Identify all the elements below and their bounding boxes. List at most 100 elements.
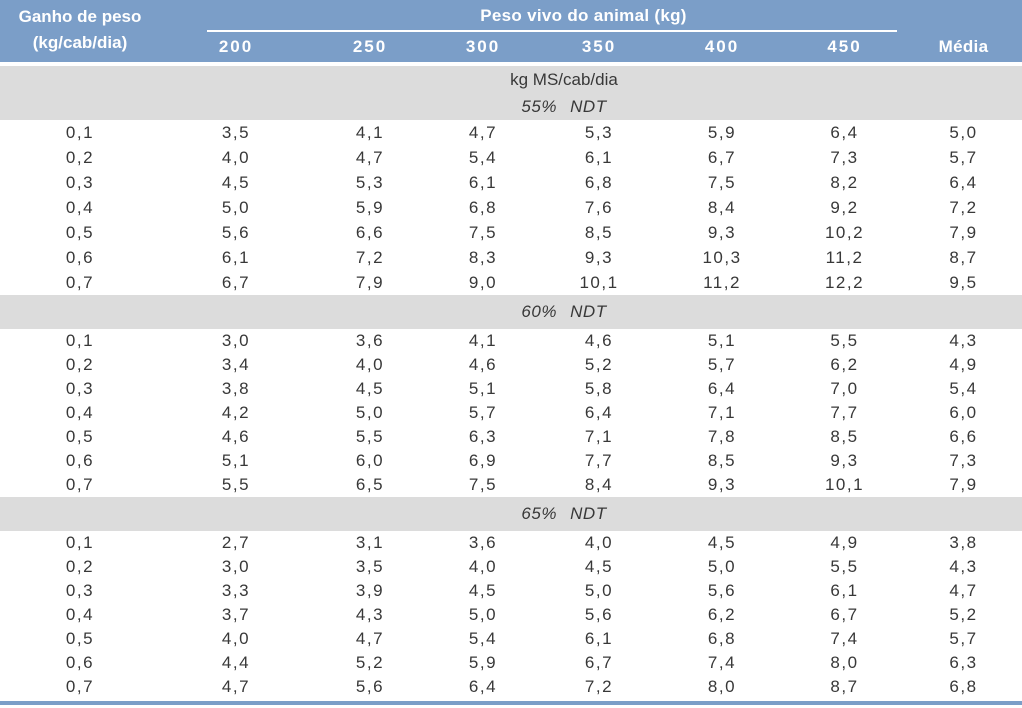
- value-cell: 5,2: [584, 355, 614, 374]
- value-cell: 8,7: [830, 677, 859, 696]
- table-row: 0,6 4,4 5,2 5,9 6,7 7,4 8,0 6,3: [0, 651, 1022, 675]
- media-value-cell: 4,9: [949, 355, 978, 374]
- value-cell: 7,6: [584, 197, 614, 217]
- value-cell: 8,5: [830, 427, 859, 446]
- gain-cell: 0,7: [65, 677, 95, 696]
- bottom-rule: [0, 701, 1022, 705]
- table-row: 0,1 3,0 3,6 4,1 4,6 5,1 5,5 4,3: [0, 329, 1022, 353]
- unit-band: kg MS/cab/dia 55% NDT: [0, 66, 1022, 120]
- value-cell: 5,8: [584, 379, 614, 398]
- column-header-250: 250: [352, 37, 388, 56]
- value-cell: 3,3: [221, 581, 251, 600]
- gain-cell: 0,7: [65, 272, 95, 292]
- value-cell: 4,5: [468, 581, 498, 600]
- table-row: 0,3 3,3 3,9 4,5 5,0 5,6 6,1 4,7: [0, 579, 1022, 603]
- table-row: 0,5 5,6 6,6 7,5 8,5 9,3 10,2 7,9: [0, 220, 1022, 245]
- row-group-header: Ganho de peso (kg/cab/dia): [0, 0, 160, 62]
- value-cell: 4,7: [355, 629, 385, 648]
- table-row: 0,4 4,2 5,0 5,7 6,4 7,1 7,7 6,0: [0, 401, 1022, 425]
- value-cell: 5,3: [355, 172, 385, 192]
- value-cell: 6,1: [830, 581, 859, 600]
- header-underline: [207, 30, 897, 32]
- value-cell: 9,3: [830, 451, 859, 470]
- value-cell: 5,6: [221, 222, 251, 242]
- value-cell: 3,8: [221, 379, 251, 398]
- value-cell: 7,5: [707, 172, 737, 192]
- value-cell: 11,2: [703, 272, 741, 292]
- value-cell: 11,2: [825, 247, 864, 267]
- value-cell: 9,2: [830, 197, 859, 217]
- value-cell: 9,3: [707, 222, 737, 242]
- value-cell: 10,3: [702, 247, 742, 267]
- value-cell: 6,1: [584, 147, 614, 167]
- value-cell: 10,1: [579, 272, 619, 292]
- value-cell: 6,4: [468, 677, 498, 696]
- value-cell: 4,6: [468, 355, 498, 374]
- value-cell: 6,7: [584, 653, 614, 672]
- table-row: 0,1 3,5 4,1 4,7 5,3 5,9 6,4 5,0: [0, 120, 1022, 145]
- section-title-55: 55% NDT: [521, 96, 607, 116]
- table-row: 0,5 4,0 4,7 5,4 6,1 6,8 7,4 5,7: [0, 627, 1022, 651]
- value-cell: 3,5: [355, 557, 385, 576]
- gain-cell: 0,6: [65, 451, 95, 470]
- gain-cell: 0,3: [65, 379, 95, 398]
- unit-label: kg MS/cab/dia: [510, 69, 618, 89]
- value-cell: 4,6: [221, 427, 251, 446]
- column-header-300: 300: [465, 37, 501, 56]
- value-cell: 5,0: [221, 197, 251, 217]
- value-cell: 6,1: [468, 172, 498, 192]
- table-header: Ganho de peso (kg/cab/dia) Peso vivo do …: [0, 0, 1022, 62]
- value-cell: 10,2: [824, 222, 865, 242]
- value-cell: 4,7: [221, 677, 251, 696]
- value-cell: 7,0: [830, 379, 859, 398]
- value-cell: 6,4: [830, 122, 859, 142]
- value-cell: 9,3: [707, 475, 737, 494]
- value-cell: 5,1: [707, 331, 737, 350]
- column-header-200: 200: [218, 37, 254, 56]
- value-cell: 5,5: [221, 475, 251, 494]
- table-row: 0,7 4,7 5,6 6,4 7,2 8,0 8,7 6,8: [0, 675, 1022, 699]
- value-cell: 4,0: [584, 533, 614, 552]
- value-cell: 6,9: [468, 451, 498, 470]
- value-cell: 4,0: [468, 557, 498, 576]
- value-cell: 7,9: [355, 272, 385, 292]
- value-cell: 7,7: [830, 403, 859, 422]
- table-row: 0,2 3,4 4,0 4,6 5,2 5,7 6,2 4,9: [0, 353, 1022, 377]
- value-cell: 4,6: [584, 331, 614, 350]
- value-cell: 7,1: [584, 427, 614, 446]
- gain-cell: 0,7: [65, 475, 95, 494]
- value-cell: 4,0: [221, 629, 251, 648]
- gain-cell: 0,3: [65, 172, 95, 192]
- value-cell: 3,9: [355, 581, 385, 600]
- gain-cell: 0,1: [65, 331, 95, 350]
- value-cell: 5,0: [707, 557, 737, 576]
- value-cell: 7,1: [707, 403, 737, 422]
- value-cell: 6,7: [707, 147, 737, 167]
- value-cell: 8,4: [584, 475, 614, 494]
- value-cell: 10,1: [824, 475, 865, 494]
- value-cell: 5,9: [707, 122, 737, 142]
- value-cell: 7,3: [830, 147, 859, 167]
- value-cell: 6,8: [468, 197, 498, 217]
- value-cell: 4,7: [355, 147, 385, 167]
- gain-cell: 0,1: [65, 533, 95, 552]
- table-row: 0,5 4,6 5,5 6,3 7,1 7,8 8,5 6,6: [0, 425, 1022, 449]
- table-row: 0,6 5,1 6,0 6,9 7,7 8,5 9,3 7,3: [0, 449, 1022, 473]
- table-row: 0,6 6,1 7,2 8,3 9,3 10,3 11,2 8,7: [0, 245, 1022, 270]
- gain-cell: 0,1: [65, 122, 95, 142]
- value-cell: 4,0: [355, 355, 385, 374]
- value-cell: 4,1: [468, 331, 498, 350]
- section-title: 65% NDT: [0, 497, 1022, 531]
- table-row: 0,7 5,5 6,5 7,5 8,4 9,3 10,1 7,9: [0, 473, 1022, 497]
- row-group-header-line2: (kg/cab/dia): [32, 32, 128, 52]
- value-cell: 6,2: [830, 355, 859, 374]
- media-value-cell: 3,8: [949, 533, 978, 552]
- table-row: 0,7 6,7 7,9 9,0 10,1 11,2 12,2 9,5: [0, 270, 1022, 295]
- value-cell: 8,4: [707, 197, 737, 217]
- gain-cell: 0,4: [65, 403, 95, 422]
- value-cell: 6,4: [584, 403, 614, 422]
- value-cell: 4,5: [221, 172, 251, 192]
- value-cell: 9,0: [468, 272, 498, 292]
- value-cell: 3,0: [221, 331, 251, 350]
